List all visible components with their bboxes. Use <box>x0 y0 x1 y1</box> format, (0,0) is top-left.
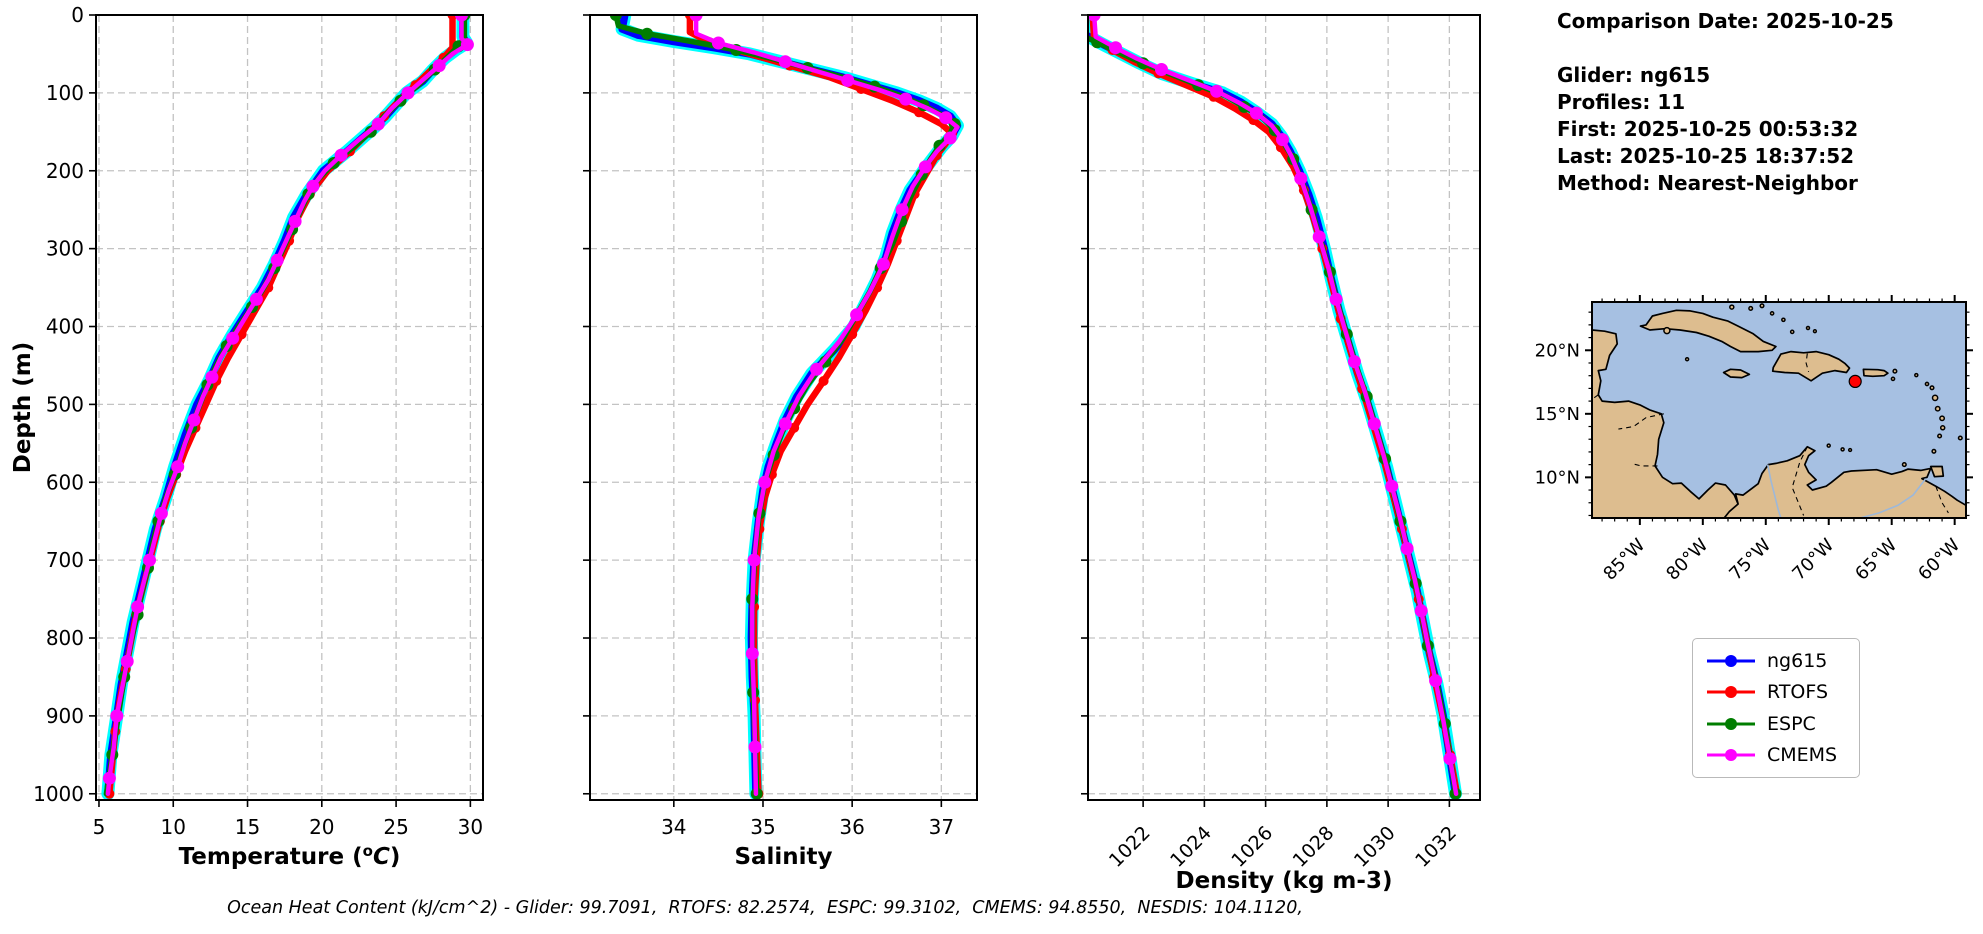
x-tick-label: 25 <box>383 815 408 839</box>
legend-line-sample <box>1707 717 1755 730</box>
map-lat-label: 15°N <box>1535 404 1580 425</box>
map-lat-label: 20°N <box>1535 340 1580 361</box>
legend-item-espc: ESPC <box>1705 713 1859 735</box>
x-axis-label: Density (kg m-3) <box>1176 868 1393 894</box>
y-axis-label: Depth (m) <box>10 342 36 474</box>
legend-label: ng615 <box>1767 649 1828 672</box>
info-glider: Glider: ng615 <box>1557 63 1711 87</box>
y-tick-label: 600 <box>46 470 84 494</box>
map-lon-label: 60°W <box>1914 535 1964 585</box>
series-cmems <box>693 15 960 797</box>
legend-line-sample <box>1707 686 1755 699</box>
y-tick-label: 0 <box>71 3 84 27</box>
series-cmems <box>105 15 470 797</box>
y-tick-label: 200 <box>46 159 84 183</box>
map-lon-label: 75°W <box>1725 535 1775 585</box>
y-tick-label: 900 <box>46 704 84 728</box>
x-tick-label: 37 <box>929 815 954 839</box>
legend-label: CMEMS <box>1767 744 1838 767</box>
x-tick-label: 15 <box>235 815 260 839</box>
x-tick-label: 5 <box>93 815 106 839</box>
comparison-date: Comparison Date: 2025-10-25 <box>1557 9 1894 33</box>
x-tick-label: 1022 <box>1105 822 1155 872</box>
legend-item-ng615: ng615 <box>1705 650 1859 672</box>
x-axis-label: Temperature (oC) <box>179 842 401 870</box>
legend-line-sample <box>1707 749 1755 762</box>
density-panel-series <box>1088 15 1462 800</box>
map-lon-label: 70°W <box>1788 535 1838 585</box>
y-tick-label: 700 <box>46 548 84 572</box>
x-tick-label: 10 <box>161 815 186 839</box>
temperature-panel: 5 10 15 20 25 3001002003004005006007008009001… <box>10 3 484 870</box>
x-tick-label: 1024 <box>1166 822 1216 872</box>
x-tick-label: 1030 <box>1350 822 1400 872</box>
temperature-panel-series <box>101 15 474 800</box>
legend-item-cmems: CMEMS <box>1705 744 1859 766</box>
legend-label: RTOFS <box>1767 681 1829 704</box>
legend-line-sample <box>1707 654 1755 667</box>
x-tick-label: 1032 <box>1411 822 1461 872</box>
y-tick-label: 800 <box>46 626 84 650</box>
info-first: First: 2025-10-25 00:53:32 <box>1557 117 1859 141</box>
x-tick-label: 34 <box>661 815 686 839</box>
x-axis-label: Salinity <box>734 844 832 870</box>
x-tick-label: 30 <box>458 815 483 839</box>
x-tick-label: 1026 <box>1227 822 1277 872</box>
salinity-panel: 34 35 36 37 Salinity <box>583 14 978 870</box>
glider-position-marker <box>1848 374 1862 389</box>
y-tick-label: 400 <box>46 315 84 339</box>
y-tick-label: 1000 <box>33 782 84 806</box>
info-panel: Comparison Date: 2025-10-25 Glider: ng61… <box>1557 8 1894 197</box>
info-profiles: Profiles: 11 <box>1557 90 1686 114</box>
salinity-panel-series <box>609 15 964 800</box>
info-last: Last: 2025-10-25 18:37:52 <box>1557 144 1855 168</box>
y-tick-label: 100 <box>46 81 84 105</box>
legend: ng615 RTOFS ESPC CMEMS <box>1692 638 1860 778</box>
map-inset: 85°W 80°W 75°W 70°W 65°W 60°W 20°N 15°N 10°N <box>1535 295 1973 585</box>
x-tick-label: 20 <box>309 815 334 839</box>
density-panel: 1022 1024 1026 1028 1030 1032 Density (kg m-3) <box>1081 14 1481 894</box>
legend-label: ESPC <box>1767 712 1816 735</box>
map-lon-label: 85°W <box>1599 535 1649 585</box>
ohc-caption: Ocean Heat Content (kJ/cm^2) - Glider: 9… <box>227 898 1303 918</box>
info-method: Method: Nearest-Neighbor <box>1557 171 1858 195</box>
y-tick-label: 500 <box>46 392 84 416</box>
map-lon-label: 80°W <box>1662 535 1712 585</box>
x-tick-label: 35 <box>750 815 775 839</box>
y-tick-label: 300 <box>46 237 84 261</box>
map-lon-label: 65°W <box>1851 535 1901 585</box>
x-tick-label: 36 <box>839 815 864 839</box>
legend-item-rtofs: RTOFS <box>1705 681 1859 703</box>
x-tick-label: 1028 <box>1289 822 1339 872</box>
map-lat-label: 10°N <box>1535 467 1580 488</box>
